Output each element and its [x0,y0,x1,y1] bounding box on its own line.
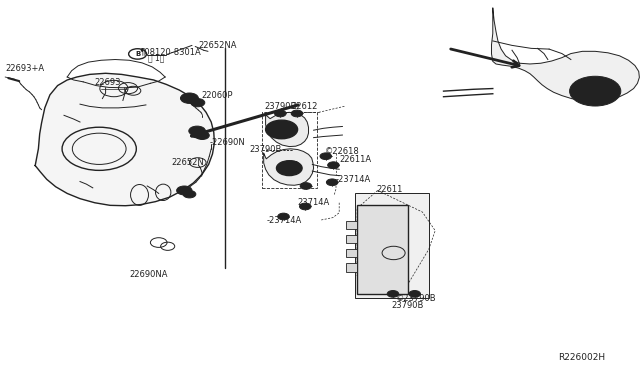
Circle shape [300,203,311,210]
Bar [262,112,317,188]
Bar [346,221,357,229]
Polygon shape [492,8,639,101]
Circle shape [276,161,302,176]
Text: 22612: 22612 [291,102,317,110]
Circle shape [291,110,303,117]
Text: ©22618: ©22618 [325,147,360,156]
Circle shape [195,131,209,140]
Text: 22652N: 22652N [172,158,204,167]
Circle shape [300,183,312,189]
Circle shape [180,93,198,103]
Circle shape [320,153,332,160]
Circle shape [278,213,289,220]
Circle shape [266,120,298,139]
Text: B: B [135,51,140,57]
Circle shape [387,291,399,297]
Text: 22693+A: 22693+A [5,64,44,73]
Circle shape [189,126,205,136]
Text: ¶08120-8301A: ¶08120-8301A [140,47,201,56]
Text: 22611: 22611 [376,185,403,194]
Text: -23714A: -23714A [335,175,371,184]
Text: -22690N: -22690N [209,138,245,147]
Text: 22611A: 22611A [339,155,371,164]
Circle shape [177,186,192,195]
Text: -23714A: -23714A [266,216,301,225]
Bar [355,193,429,298]
Text: 23790B: 23790B [250,145,282,154]
Text: 22652NA: 22652NA [198,41,237,50]
Circle shape [287,161,299,168]
Bar [346,263,357,272]
Text: ＜ 1＞: ＜ 1＞ [148,53,165,62]
Circle shape [328,162,339,169]
Circle shape [409,291,420,297]
Text: 23714A: 23714A [298,198,330,207]
Bar [346,235,357,243]
Text: 22690NA: 22690NA [129,270,168,279]
Polygon shape [264,149,314,185]
Circle shape [191,99,205,107]
Text: 23790B: 23790B [264,102,297,110]
Bar [346,249,357,257]
Text: 23790B: 23790B [392,301,424,310]
Polygon shape [266,112,308,147]
Circle shape [275,110,286,117]
Circle shape [183,190,196,198]
Text: ©23790B: ©23790B [396,294,436,303]
Text: 22693: 22693 [95,78,121,87]
Circle shape [326,179,338,186]
Text: 22060P: 22060P [202,92,233,100]
Bar [357,205,408,294]
Circle shape [570,76,621,106]
Polygon shape [35,73,214,206]
Text: R226002H: R226002H [558,353,605,362]
